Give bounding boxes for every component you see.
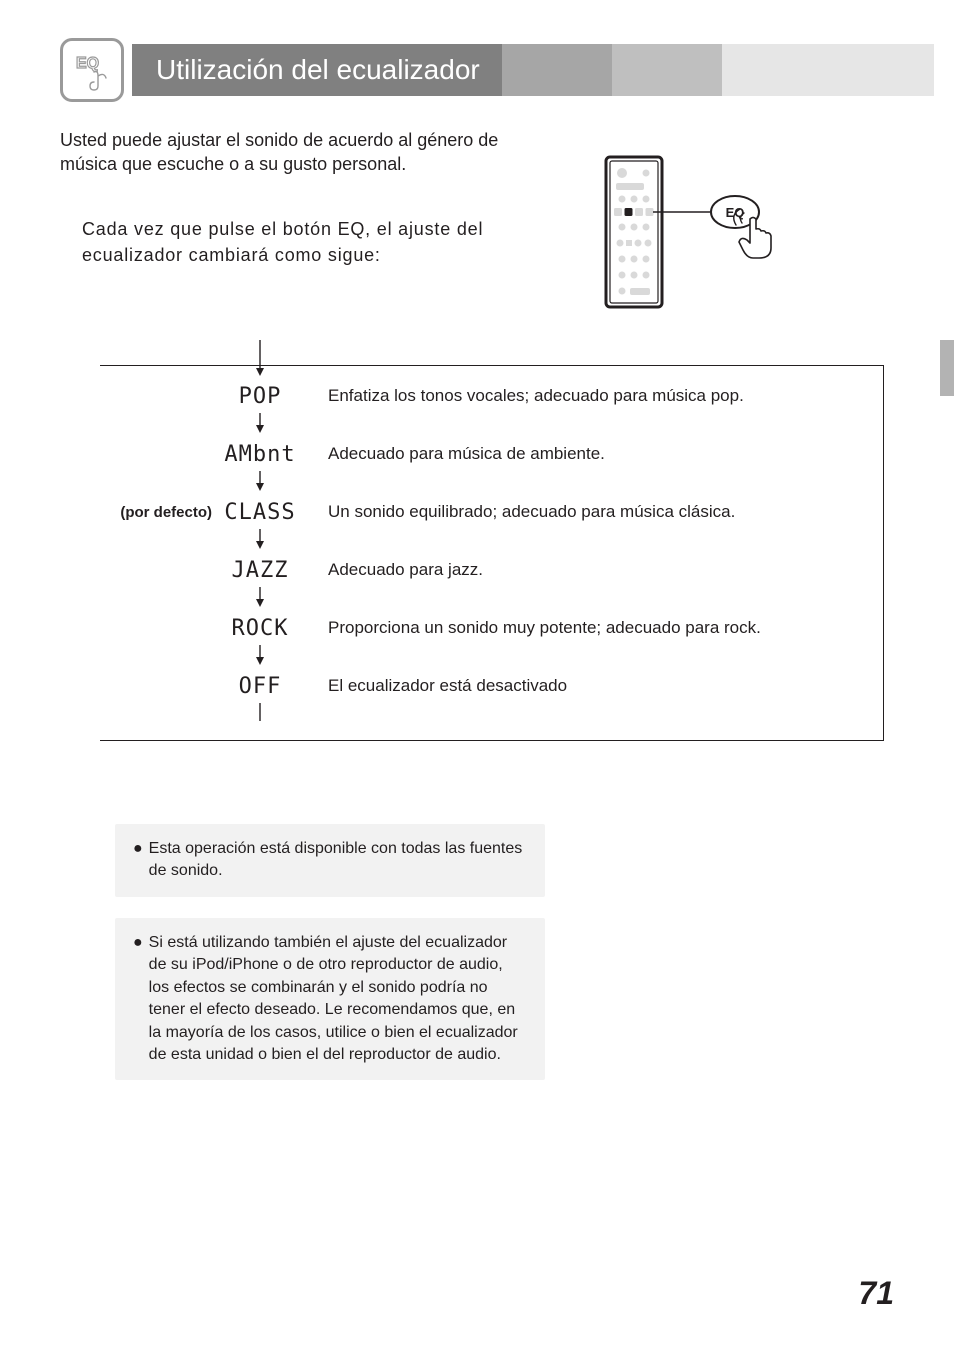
default-marker: (por defecto) — [100, 504, 220, 521]
bullet-icon: ● — [133, 838, 143, 883]
eq-mode-label: OFF — [220, 674, 300, 699]
side-tab — [940, 340, 954, 396]
eq-mode-desc: Adecuado para jazz. — [300, 560, 883, 580]
arrow-icon — [220, 471, 300, 496]
eq-mode-row: POPEnfatiza los tonos vocales; adecuado … — [100, 378, 883, 414]
page-title: Utilización del ecualizador — [156, 54, 480, 86]
eq-mode-desc: Proporciona un sonido muy potente; adecu… — [300, 618, 883, 638]
note-1: ● Esta operación está disponible con tod… — [115, 824, 545, 897]
eq-mode-row: AMbntAdecuado para música de ambiente. — [100, 436, 883, 472]
eq-mode-desc: Un sonido equilibrado; adecuado para mús… — [300, 502, 883, 522]
note-2: ● Si está utilizando también el ajuste d… — [115, 918, 545, 1080]
arrow-icon — [220, 340, 300, 366]
eq-mode-row: OFFEl ecualizador está desactivado — [100, 668, 883, 704]
eq-mode-desc: El ecualizador está desactivado — [300, 676, 883, 696]
eq-mode-row: ROCKProporciona un sonido muy potente; a… — [100, 610, 883, 646]
arrow-icon — [220, 587, 300, 612]
remote-figure: EQ — [600, 153, 810, 313]
step-text: Cada vez que pulse el botón EQ, el ajust… — [82, 216, 512, 268]
tail-line — [220, 703, 300, 728]
arrow-icon — [220, 645, 300, 670]
note-text: Esta operación está disponible con todas… — [149, 838, 527, 883]
intro-text: Usted puede ajustar el sonido de acuerdo… — [60, 128, 520, 177]
eq-mode-desc: Enfatiza los tonos vocales; adecuado par… — [300, 386, 883, 406]
header-accent-3 — [722, 44, 934, 96]
eq-mode-desc: Adecuado para música de ambiente. — [300, 444, 883, 464]
eq-mode-label: CLASS — [220, 500, 300, 525]
eq-mode-row: JAZZAdecuado para jazz. — [100, 552, 883, 588]
page-number: 71 — [858, 1275, 894, 1312]
arrow-icon — [220, 413, 300, 438]
eq-mode-label: AMbnt — [220, 442, 300, 467]
arrow-icon — [220, 529, 300, 554]
eq-mode-label: JAZZ — [220, 558, 300, 583]
eq-mode-label: POP — [220, 384, 300, 409]
title-bar: Utilización del ecualizador — [132, 44, 502, 96]
eq-modes-table: POPEnfatiza los tonos vocales; adecuado … — [100, 365, 884, 741]
bullet-icon: ● — [133, 932, 143, 1066]
eq-section-icon: EQ — [60, 38, 124, 102]
eq-mode-label: ROCK — [220, 616, 300, 641]
header-accent-1 — [502, 44, 612, 96]
note-text: Si está utilizando también el ajuste del… — [149, 932, 527, 1066]
page-header: EQ Utilización del ecualizador — [60, 38, 934, 102]
header-accent-2 — [612, 44, 722, 96]
eq-mode-row: (por defecto)CLASSUn sonido equilibrado;… — [100, 494, 883, 530]
svg-text:EQ: EQ — [76, 55, 99, 72]
